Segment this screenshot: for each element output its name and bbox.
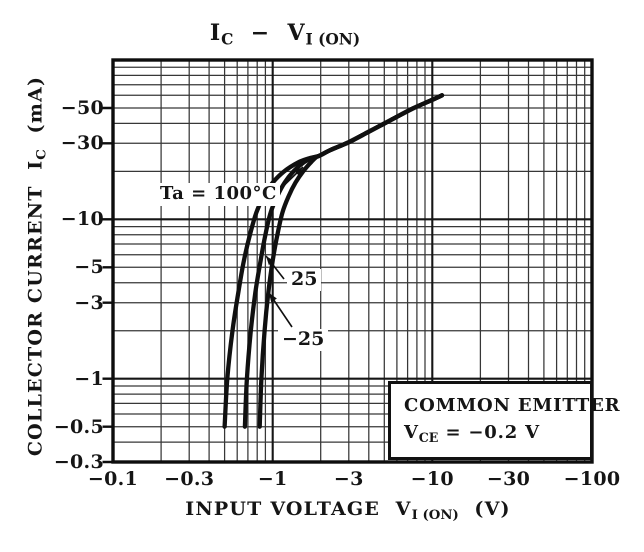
label-text: − <box>233 20 288 46</box>
leader-arrow-25c <box>265 255 285 280</box>
y-tick-label: −30 <box>60 132 104 155</box>
arrowhead <box>266 256 275 266</box>
chart-title: IC − VI (ON) <box>209 20 361 49</box>
curve-ta-minus-25c <box>257 93 445 429</box>
y-tick-label: −10 <box>60 208 104 231</box>
plot-border <box>111 58 594 464</box>
arrowhead <box>269 293 277 303</box>
x-axis-label: INPUT VOLTAGE VI (ON) (V) <box>185 498 511 523</box>
x-tick-label: −30 <box>486 468 531 490</box>
y-tick-label: −5 <box>74 256 104 279</box>
x-tick-label: −10 <box>410 468 454 490</box>
x-tick-label: −0.1 <box>87 468 139 490</box>
y-tick-label: −1 <box>74 367 104 390</box>
label-subscript: I (ON) <box>411 507 459 523</box>
condition-line-vce: VCE = −0.2 V <box>404 419 590 448</box>
label-text: INPUT VOLTAGE V <box>185 498 412 520</box>
grid-minor-lines <box>113 60 592 462</box>
label-text: V <box>287 20 306 46</box>
label-text: V <box>404 422 419 443</box>
curve-label-ta-25c: 25 <box>287 269 322 291</box>
condition-line-common-emitter: COMMON EMITTER <box>404 395 621 416</box>
x-tick-label: −1 <box>257 468 288 490</box>
label-text: = −0.2 V <box>438 422 540 443</box>
label-subscript: I (ON) <box>305 30 361 49</box>
y-axis-tick-marks <box>102 106 113 464</box>
x-tick-label: −3 <box>333 468 364 490</box>
label-text: (V) <box>458 498 511 520</box>
leader-arrow-minus-25c <box>268 292 293 328</box>
label-subscript: C <box>221 30 234 49</box>
y-tick-label: −0.3 <box>53 451 104 473</box>
curve-label-ta-100c: Ta = 100°C <box>157 183 280 206</box>
label-subscript: CE <box>418 429 439 445</box>
x-tick-label: −100 <box>563 468 621 490</box>
curve-label-ta-minus-25c: −25 <box>278 329 329 351</box>
label-text: I <box>209 20 222 46</box>
y-tick-label: −3 <box>74 291 104 314</box>
x-tick-label: −0.3 <box>164 468 215 490</box>
operating-condition-box: COMMON EMITTER VCE = −0.2 V <box>388 381 621 460</box>
y-tick-label: −0.5 <box>53 415 104 438</box>
y-tick-label: −50 <box>60 97 104 119</box>
arrowhead <box>294 167 303 176</box>
